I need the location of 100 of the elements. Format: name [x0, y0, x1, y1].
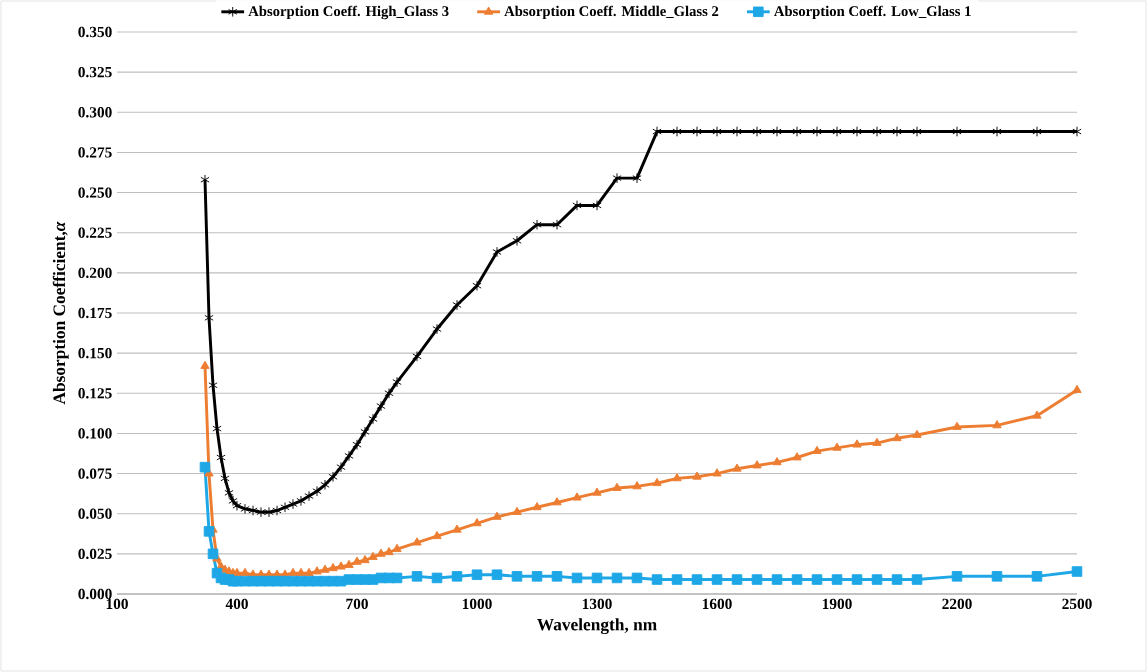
- point: [832, 126, 842, 137]
- point: [632, 172, 642, 184]
- point: [432, 323, 442, 335]
- point: [532, 219, 542, 230]
- x-tick-label: 2200: [942, 598, 972, 610]
- point: [732, 463, 742, 472]
- point: [384, 546, 394, 556]
- point: [360, 426, 370, 438]
- point: [712, 468, 722, 477]
- point: [272, 505, 282, 516]
- point: [320, 479, 330, 491]
- point: [691, 574, 703, 585]
- point: [772, 126, 782, 137]
- point: [336, 461, 346, 473]
- point: [591, 572, 603, 584]
- point: [672, 126, 682, 137]
- point: [951, 571, 963, 582]
- y-tick-label: 0.075: [78, 468, 112, 479]
- y-tick-label: 0.050: [78, 508, 112, 519]
- point: [652, 477, 662, 487]
- point: [216, 452, 226, 463]
- point: [692, 471, 702, 480]
- point: [352, 439, 362, 450]
- point: [264, 506, 274, 518]
- point: [671, 574, 683, 585]
- point: [336, 561, 346, 570]
- point: [852, 439, 862, 448]
- point: [411, 571, 423, 582]
- y-tick-label: 0.250: [78, 187, 112, 198]
- point: [751, 574, 763, 585]
- point: [892, 126, 902, 137]
- point: [612, 482, 622, 491]
- y-tick-label: 0.000: [78, 588, 112, 600]
- y-axis-title: Absorption Coefficient,α: [52, 221, 69, 405]
- point: [472, 280, 482, 291]
- point: [240, 567, 250, 576]
- point: [992, 126, 1002, 137]
- point: [471, 569, 483, 580]
- point: [792, 126, 802, 137]
- point: [384, 388, 394, 399]
- point: [240, 503, 250, 515]
- point: [431, 572, 443, 584]
- point: [1032, 410, 1042, 419]
- point: [248, 505, 258, 516]
- point: [732, 126, 742, 137]
- point: [912, 429, 922, 438]
- point: [1071, 566, 1083, 577]
- point: [632, 481, 642, 490]
- point: [952, 126, 962, 137]
- point: [452, 299, 462, 311]
- point: [452, 524, 462, 533]
- point: [552, 219, 562, 230]
- point: [911, 574, 923, 585]
- y-tick-label: 0.275: [78, 147, 112, 158]
- x-axis-title: Wavelength, nm: [537, 618, 657, 635]
- x-tick-label: 1600: [702, 598, 732, 610]
- point: [207, 548, 219, 560]
- point: [288, 498, 298, 510]
- point: [752, 460, 762, 469]
- point: [652, 126, 662, 137]
- y-tick-label: 0.175: [78, 307, 112, 319]
- point: [532, 502, 542, 511]
- point: [392, 543, 402, 552]
- point: [312, 485, 322, 497]
- point: [492, 246, 502, 258]
- y-tick-label: 0.025: [78, 548, 112, 560]
- legend-label: Absorption Coeff. Middle_Glass 2: [504, 5, 719, 20]
- point: [872, 126, 882, 137]
- point: [200, 360, 210, 369]
- point: [872, 437, 882, 446]
- point: [391, 572, 403, 584]
- point: [771, 574, 783, 585]
- point: [552, 497, 562, 506]
- x-tick-label: 1300: [582, 598, 612, 610]
- point: [991, 571, 1003, 582]
- point: [1032, 126, 1042, 137]
- point: [312, 566, 322, 575]
- point: [711, 574, 723, 585]
- point: [296, 567, 306, 576]
- x-tick-label: 1900: [822, 598, 852, 610]
- point: [1072, 126, 1082, 137]
- point: [952, 421, 962, 430]
- point: [812, 445, 822, 454]
- point: [412, 537, 422, 546]
- point: [512, 235, 522, 247]
- point: [772, 457, 782, 466]
- point: [792, 452, 802, 461]
- x-tick-label: 100: [106, 598, 128, 610]
- x-tick-label: 400: [225, 598, 248, 610]
- point: [491, 569, 503, 580]
- legend-label: Absorption Coeff. High_Glass 3: [248, 5, 449, 20]
- point: [572, 492, 582, 501]
- x-tick-label: 1000: [462, 598, 492, 610]
- point: [511, 571, 523, 582]
- point: [304, 567, 314, 576]
- point: [571, 572, 583, 584]
- point: [551, 571, 563, 582]
- x-tick-label: 700: [346, 598, 368, 610]
- point: [712, 126, 722, 137]
- point: [811, 574, 823, 585]
